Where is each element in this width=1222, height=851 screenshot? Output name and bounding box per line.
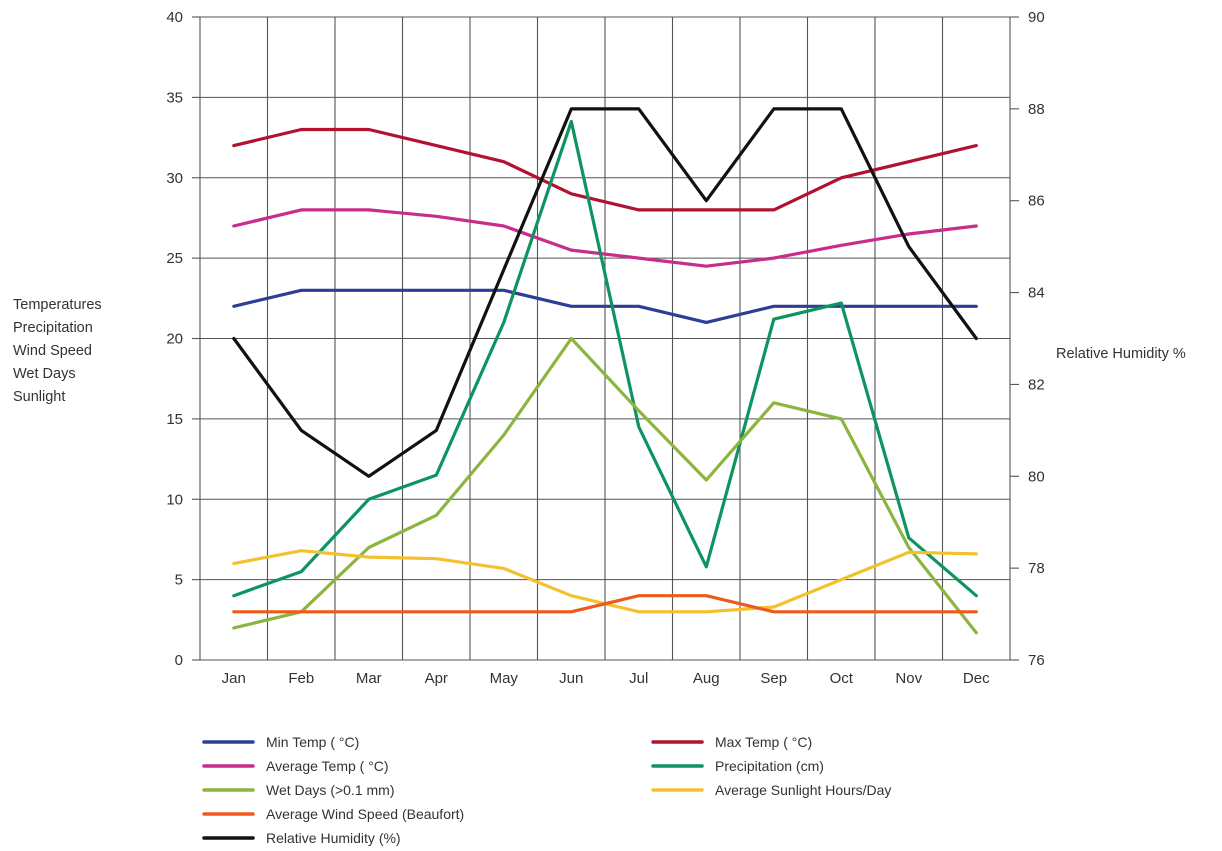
left-tick-label: 40 [166, 9, 183, 26]
x-tick-label: Oct [830, 670, 854, 687]
x-tick-label: Jul [629, 670, 648, 687]
right-tick-label: 80 [1028, 468, 1045, 485]
right-tick-label: 90 [1028, 9, 1045, 26]
left-axis-title: Temperatures Precipitation Wind Speed We… [13, 297, 106, 405]
series-line [232, 208, 978, 268]
legend-label: Min Temp ( °C) [266, 734, 359, 750]
series-line [232, 594, 978, 614]
legend-label: Average Temp ( °C) [266, 758, 389, 774]
left-axis-title-line: Sunlight [13, 389, 65, 405]
left-axis-title-line: Precipitation [13, 320, 93, 336]
x-tick-label: Aug [693, 670, 720, 687]
series-line [232, 288, 978, 324]
left-tick-label: 30 [166, 170, 183, 187]
legend-label: Wet Days (>0.1 mm) [266, 782, 395, 798]
right-tick-label: 78 [1028, 560, 1045, 577]
x-tick-label: Sep [760, 670, 787, 687]
legend-label: Average Sunlight Hours/Day [715, 782, 891, 798]
right-tick-label: 86 [1028, 193, 1045, 210]
right-tick-label: 82 [1028, 376, 1045, 393]
legend-label: Relative Humidity (%) [266, 830, 401, 846]
x-tick-label: Jan [222, 670, 246, 687]
right-tick-label: 88 [1028, 101, 1045, 118]
left-tick-label: 20 [166, 331, 183, 348]
x-tick-label: Apr [425, 670, 448, 687]
x-tick-label: May [490, 670, 519, 687]
x-tick-label: Dec [963, 670, 990, 687]
x-tick-label: Jun [559, 670, 583, 687]
grid [199, 16, 1011, 661]
right-axis-ticks: 76 78 80 82 84 86 88 90 [1010, 9, 1045, 669]
legend-label: Precipitation (cm) [715, 758, 824, 774]
series-lines [232, 107, 978, 635]
legend-label: Average Wind Speed (Beaufort) [266, 806, 464, 822]
left-axis-title-line: Wind Speed [13, 343, 92, 359]
legend: Min Temp ( °C) Average Temp ( °C) Wet Days… [202, 734, 891, 846]
right-axis-title: Relative Humidity % [1056, 346, 1186, 362]
series-line [232, 107, 978, 478]
left-tick-label: 15 [166, 411, 183, 428]
right-tick-label: 76 [1028, 652, 1045, 669]
left-axis-title-line: Temperatures [13, 297, 102, 313]
x-axis-ticks: Jan Feb Mar Apr May Jun Jul Aug Sep Oct Nov Dec [222, 670, 990, 687]
x-tick-label: Mar [356, 670, 382, 687]
left-axis-ticks: 0 5 10 15 20 25 30 35 40 [166, 9, 200, 669]
left-tick-label: 25 [166, 250, 183, 267]
series-line [232, 336, 978, 635]
series-line [232, 119, 978, 598]
right-tick-label: 84 [1028, 285, 1045, 302]
x-tick-label: Nov [895, 670, 922, 687]
left-tick-label: 35 [166, 89, 183, 106]
left-tick-label: 10 [166, 491, 183, 508]
left-tick-label: 5 [175, 572, 183, 589]
series-line [232, 127, 978, 212]
legend-label: Max Temp ( °C) [715, 734, 812, 750]
left-tick-label: 0 [175, 652, 183, 669]
x-tick-label: Feb [288, 670, 314, 687]
left-axis-title-line: Wet Days [13, 366, 76, 382]
